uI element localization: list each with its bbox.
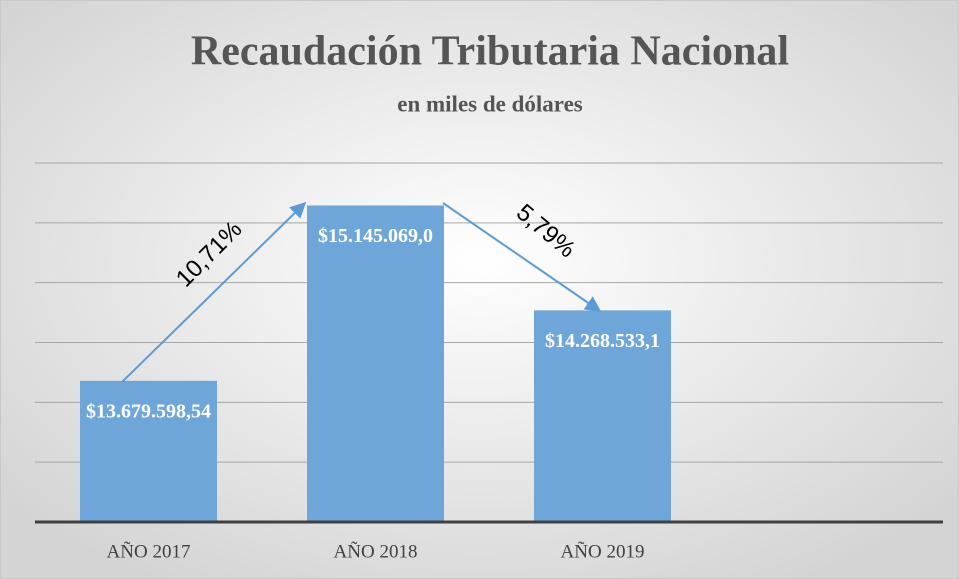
bar — [80, 380, 217, 522]
chart-subtitle: en miles de dólares — [397, 91, 583, 116]
arrow — [442, 202, 602, 312]
arrow — [121, 201, 307, 383]
bar — [534, 310, 671, 522]
bar — [307, 205, 444, 523]
data-label: $13.679.598,54 — [86, 400, 211, 422]
data-label: $15.145.069,0 — [318, 225, 433, 247]
x-tick-label: AÑO 2019 — [561, 540, 645, 562]
data-label: $14.268.533,1 — [545, 330, 660, 352]
x-tick-label: AÑO 2018 — [334, 540, 418, 562]
chart-title: Recaudación Tributaria Nacional — [191, 29, 789, 75]
x-tick-label: AÑO 2017 — [107, 540, 191, 562]
